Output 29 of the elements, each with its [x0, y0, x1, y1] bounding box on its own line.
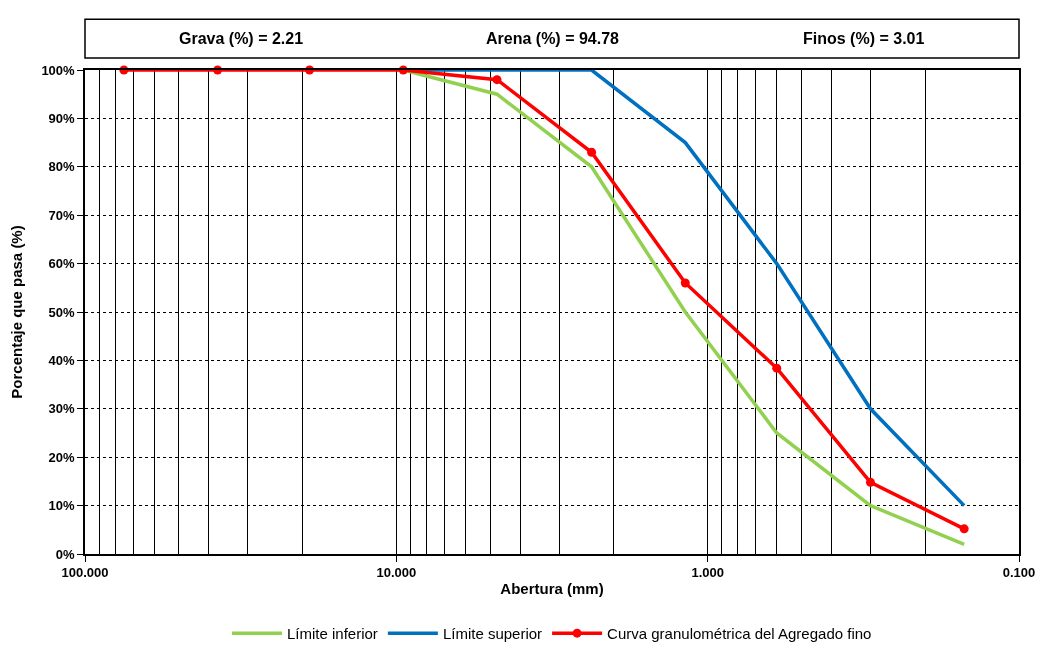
x-axis-title: Abertura (mm): [500, 579, 604, 597]
y-tick-label: 50%: [48, 304, 76, 320]
y-tick-label: 0%: [55, 546, 76, 562]
y-axis-title: Porcentaje que pasa (%): [8, 225, 26, 399]
x-tick-label: 1.000: [691, 565, 724, 581]
legend-label: Curva granulométrica del Agregado fino: [607, 625, 872, 643]
y-tick-label: 40%: [48, 352, 76, 368]
y-tick-label: 70%: [48, 207, 76, 223]
x-tick-label: 10.000: [376, 565, 417, 581]
point: [680, 278, 690, 288]
legend-label: Límite inferior: [287, 625, 378, 643]
y-tick-label: 80%: [48, 159, 76, 175]
y-tick-label: 30%: [48, 401, 76, 417]
text: Arena (%) = 94.78: [486, 30, 620, 47]
x-tick-label: 0.100: [1002, 565, 1036, 581]
point: [492, 75, 502, 85]
point: [587, 147, 597, 157]
text: Finos (%) = 3.01: [803, 30, 925, 47]
y-tick-label: 10%: [48, 498, 76, 514]
text: Grava (%) = 2.21: [179, 30, 304, 47]
legend-label: Límite superior: [442, 625, 543, 643]
point: [865, 477, 875, 487]
point: [772, 363, 782, 373]
y-tick-label: 100%: [41, 62, 76, 78]
y-tick-label: 90%: [48, 110, 76, 126]
y-tick-label: 60%: [48, 256, 76, 272]
x-tick-label: 100.000: [61, 565, 109, 581]
y-tick-label: 20%: [48, 449, 76, 465]
point: [959, 524, 969, 534]
